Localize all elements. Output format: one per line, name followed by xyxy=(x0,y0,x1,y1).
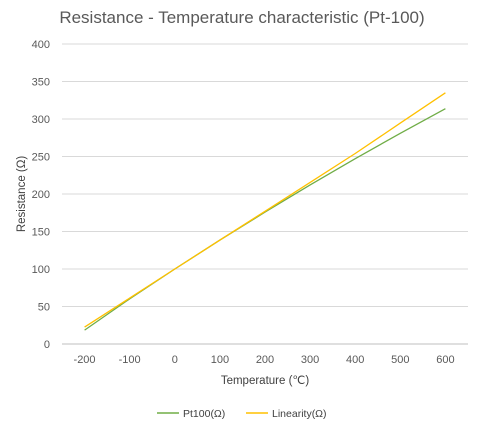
x-tick-label: 500 xyxy=(391,354,409,366)
chart-title: Resistance - Temperature characteristic … xyxy=(59,8,425,27)
legend-label: Pt100(Ω) xyxy=(183,408,225,420)
y-tick-label: 0 xyxy=(44,339,50,351)
legend: Pt100(Ω) Linearity(Ω) xyxy=(157,408,327,420)
x-tick-label: -200 xyxy=(74,354,96,366)
series-lines xyxy=(84,92,446,331)
y-tick-label: 100 xyxy=(32,264,50,276)
x-tick-label: 200 xyxy=(256,354,274,366)
y-tick-label: 300 xyxy=(32,114,50,126)
y-tick-label: 200 xyxy=(32,189,50,201)
y-tick-label: 350 xyxy=(32,77,50,89)
x-tick-label: -100 xyxy=(119,354,141,366)
y-tick-label: 150 xyxy=(32,227,50,239)
x-axis-label: Temperature (℃) xyxy=(221,375,309,387)
x-tick-label: 600 xyxy=(436,354,454,366)
grid-lines xyxy=(62,43,468,345)
x-tick-labels: -200 -100 0 100 200 300 400 500 600 xyxy=(74,354,455,366)
series-line-1 xyxy=(84,108,446,331)
y-tick-label: 400 xyxy=(32,39,50,51)
series-line-2 xyxy=(84,92,446,328)
legend-label: Linearity(Ω) xyxy=(272,408,327,420)
y-axis-label: Resistance (Ω) xyxy=(16,156,28,233)
y-tick-label: 250 xyxy=(32,152,50,164)
x-tick-label: 300 xyxy=(301,354,319,366)
y-tick-label: 50 xyxy=(38,302,50,314)
x-tick-label: 0 xyxy=(172,354,178,366)
y-tick-labels: 0 50 100 150 200 250 300 350 400 xyxy=(32,39,50,351)
x-tick-label: 400 xyxy=(346,354,364,366)
x-tick-label: 100 xyxy=(211,354,229,366)
